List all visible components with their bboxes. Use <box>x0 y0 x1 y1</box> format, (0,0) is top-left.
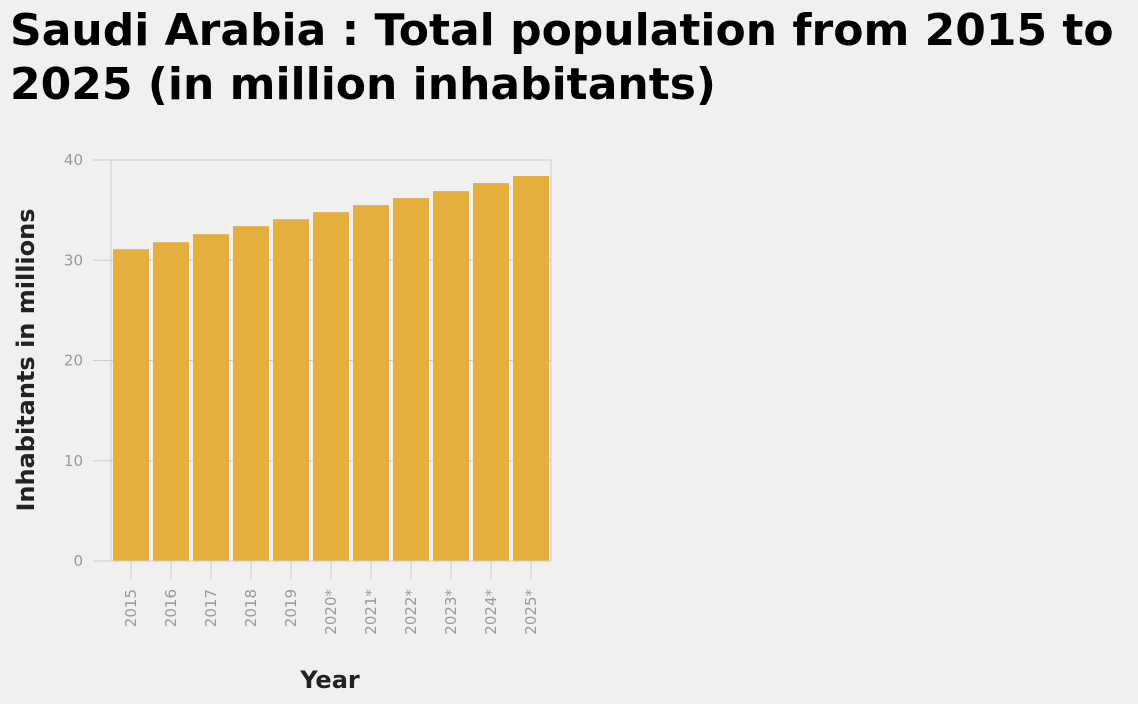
tick-labels: 0 10 20 30 40 2015 2016 2017 2018 2019 2020* 2021* 2… <box>64 151 540 635</box>
x-tick-label: 2015 <box>122 589 140 627</box>
y-tick-label: 40 <box>64 151 83 169</box>
bar-2019 <box>273 219 309 561</box>
bar-2015 <box>113 249 149 561</box>
x-tick-label: 2017 <box>202 589 220 627</box>
x-tick-label: 2021* <box>362 589 380 635</box>
x-tick-label: 2019 <box>282 589 300 627</box>
y-tick-label: 30 <box>64 251 83 269</box>
chart-title: Saudi Arabia : Total population from 201… <box>10 5 1114 110</box>
y-tick-label: 10 <box>64 452 83 470</box>
x-tick-label: 2020* <box>322 589 340 635</box>
bar-2024-proj <box>473 183 509 561</box>
x-tick-label: 2024* <box>482 589 500 635</box>
axes <box>93 159 552 579</box>
bar-2021-proj <box>353 205 389 562</box>
bar-2018 <box>233 226 269 562</box>
bar-2020-proj <box>313 212 349 561</box>
y-tick-label: 20 <box>64 352 83 370</box>
x-axis-title: Year <box>299 666 360 694</box>
x-tick-label: 2022* <box>402 589 420 635</box>
bar-2017 <box>193 234 229 561</box>
x-tick-label: 2023* <box>442 589 460 635</box>
y-axis-title: Inhabitants in millions <box>12 208 40 511</box>
x-tick-label: 2018 <box>242 589 260 627</box>
bar-2023-proj <box>433 191 469 561</box>
y-tick-label: 0 <box>73 552 83 570</box>
bar-2022-proj <box>393 198 429 561</box>
bar-2016 <box>153 242 189 561</box>
bar-2025-proj <box>513 176 549 562</box>
x-tick-label: 2025* <box>522 589 540 635</box>
bars <box>113 176 549 562</box>
x-tick-label: 2016 <box>162 589 180 627</box>
